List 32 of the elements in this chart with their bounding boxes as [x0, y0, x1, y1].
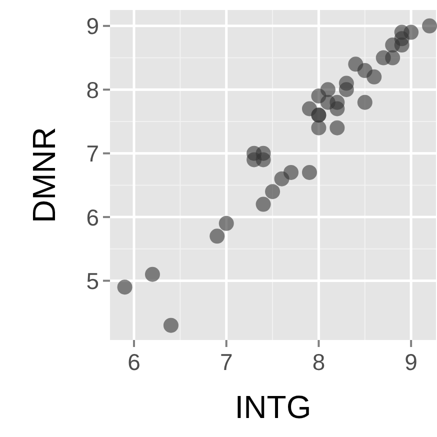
point	[330, 94, 345, 110]
point	[320, 82, 336, 98]
point	[117, 280, 132, 295]
point	[265, 184, 280, 200]
point	[404, 24, 419, 40]
y-tick-label: 6	[86, 204, 99, 230]
point	[311, 120, 326, 136]
point	[144, 266, 160, 282]
x-axis-title: INTG	[234, 389, 312, 425]
point	[256, 152, 271, 168]
point	[385, 50, 400, 66]
point	[330, 120, 345, 136]
x-tick-label: 6	[128, 349, 140, 375]
point	[218, 216, 234, 231]
point	[302, 164, 317, 180]
y-tick-label: 5	[86, 268, 99, 294]
point	[210, 228, 225, 244]
y-axis-title: DMNR	[26, 127, 62, 223]
y-tick-label: 9	[86, 13, 99, 40]
point	[338, 82, 354, 98]
x-tick-label: 8	[312, 349, 326, 375]
point	[284, 164, 299, 180]
y-tick-label: 8	[86, 76, 99, 103]
point	[366, 69, 382, 84]
x-tick-label: 7	[220, 349, 233, 375]
y-tick-label: 7	[86, 140, 99, 167]
point	[422, 18, 437, 34]
point	[163, 318, 178, 333]
point	[394, 38, 410, 53]
x-tick-label: 9	[404, 349, 418, 375]
point	[357, 94, 372, 110]
point	[256, 196, 271, 212]
